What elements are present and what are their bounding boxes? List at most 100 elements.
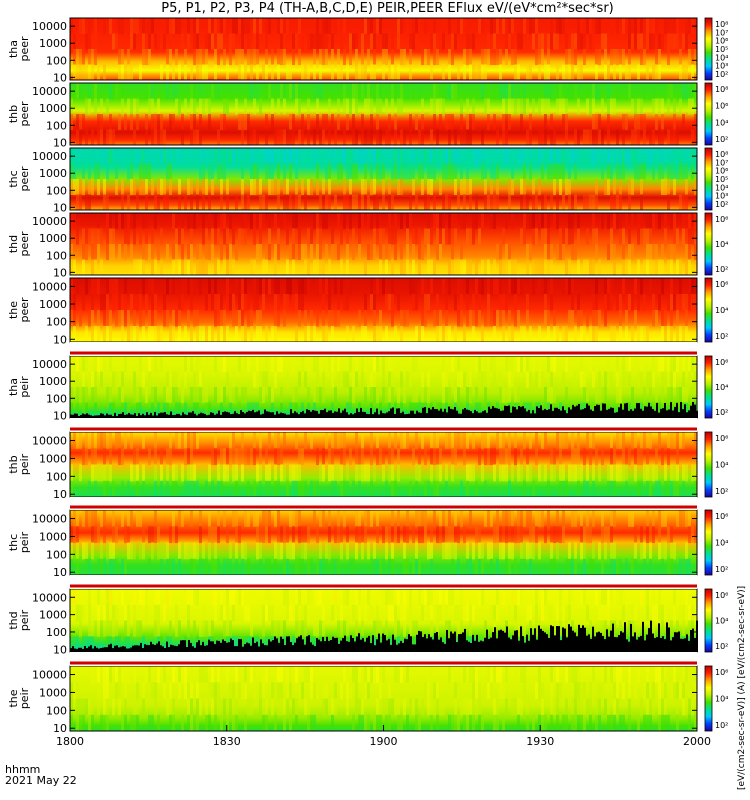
texture-cell <box>286 194 289 211</box>
texture-cell <box>412 83 415 99</box>
texture-cell <box>310 244 313 260</box>
texture-cell <box>373 371 376 388</box>
texture-cell <box>352 714 355 732</box>
texture-cell <box>109 387 112 403</box>
dropout-cell <box>290 409 292 418</box>
texture-cell <box>316 98 319 115</box>
texture-cell <box>97 326 100 343</box>
texture-cell <box>520 526 523 544</box>
texture-cell <box>283 148 286 164</box>
texture-cell <box>514 356 517 372</box>
texture-cell <box>250 213 253 229</box>
texture-cell <box>247 510 250 527</box>
texture-cell <box>364 163 367 180</box>
texture-cell <box>562 64 565 81</box>
texture-cell <box>667 49 670 65</box>
texture-cell <box>343 432 346 449</box>
texture-cell <box>166 310 169 327</box>
texture-cell <box>382 179 385 195</box>
dropout-cell <box>308 635 310 652</box>
texture-cell <box>580 356 583 372</box>
texture-cell <box>445 480 448 498</box>
texture-cell <box>388 402 391 419</box>
texture-cell <box>439 448 442 466</box>
texture-cell <box>88 604 91 622</box>
texture-cell <box>352 83 355 99</box>
texture-cell <box>319 510 322 527</box>
texture-cell <box>151 98 154 115</box>
dropout-cell <box>374 645 376 652</box>
colorbar-strip <box>704 509 713 576</box>
dropout-cell <box>316 411 318 418</box>
texture-cell <box>304 259 307 276</box>
texture-cell <box>151 244 154 260</box>
texture-cell <box>124 636 127 653</box>
texture-cell <box>595 714 598 732</box>
texture-cell <box>391 310 394 327</box>
texture-cell <box>634 620 637 637</box>
texture-cell <box>409 64 412 81</box>
dropout-cell <box>212 412 214 418</box>
texture-cell <box>190 259 193 276</box>
texture-cell <box>106 636 109 653</box>
texture-cell <box>100 620 103 637</box>
texture-cell <box>253 98 256 115</box>
texture-cell <box>322 18 325 34</box>
texture-cell <box>430 179 433 195</box>
dropout-cell <box>440 637 442 652</box>
texture-cell <box>328 294 331 311</box>
dropout-cell <box>434 409 436 418</box>
texture-cell <box>496 179 499 195</box>
texture-cell <box>130 114 133 130</box>
texture-cell <box>79 194 82 211</box>
texture-cell <box>187 213 190 229</box>
texture-cell <box>448 148 451 164</box>
texture-cell <box>94 259 97 276</box>
texture-cell <box>298 98 301 115</box>
texture-cell <box>88 98 91 115</box>
texture-cell <box>409 33 412 50</box>
texture-cell <box>265 666 268 683</box>
texture-cell <box>424 148 427 164</box>
texture-cell <box>115 294 118 311</box>
texture-cell <box>526 259 529 276</box>
texture-cell <box>550 83 553 99</box>
texture-cell <box>115 163 118 180</box>
texture-cell <box>460 310 463 327</box>
texture-cell <box>556 244 559 260</box>
texture-cell <box>655 98 658 115</box>
texture-cell <box>613 558 616 576</box>
y-tick-label: 10 <box>53 488 67 501</box>
texture-cell <box>97 228 100 245</box>
texture-cell <box>586 698 589 716</box>
texture-cell <box>199 83 202 99</box>
texture-cell <box>391 64 394 81</box>
texture-cell <box>211 698 214 716</box>
texture-cell <box>256 148 259 164</box>
texture-cell <box>430 448 433 466</box>
dropout-cell <box>566 637 568 652</box>
texture-cell <box>622 163 625 180</box>
texture-cell <box>451 163 454 180</box>
texture-cell <box>622 464 625 482</box>
texture-cell <box>97 464 100 482</box>
texture-cell <box>388 604 391 622</box>
texture-cell <box>373 356 376 372</box>
texture-cell <box>373 636 376 653</box>
texture-cell <box>559 620 562 637</box>
texture-cell <box>352 33 355 50</box>
texture-cell <box>217 228 220 245</box>
texture-cell <box>202 98 205 115</box>
texture-cell <box>367 464 370 482</box>
texture-cell <box>250 356 253 372</box>
texture-cell <box>220 294 223 311</box>
texture-cell <box>466 604 469 622</box>
texture-cell <box>604 371 607 388</box>
texture-cell <box>106 432 109 449</box>
texture-cell <box>268 558 271 576</box>
texture-cell <box>481 129 484 146</box>
texture-cell <box>307 33 310 50</box>
texture-cell <box>499 83 502 99</box>
dropout-cell <box>546 634 548 652</box>
